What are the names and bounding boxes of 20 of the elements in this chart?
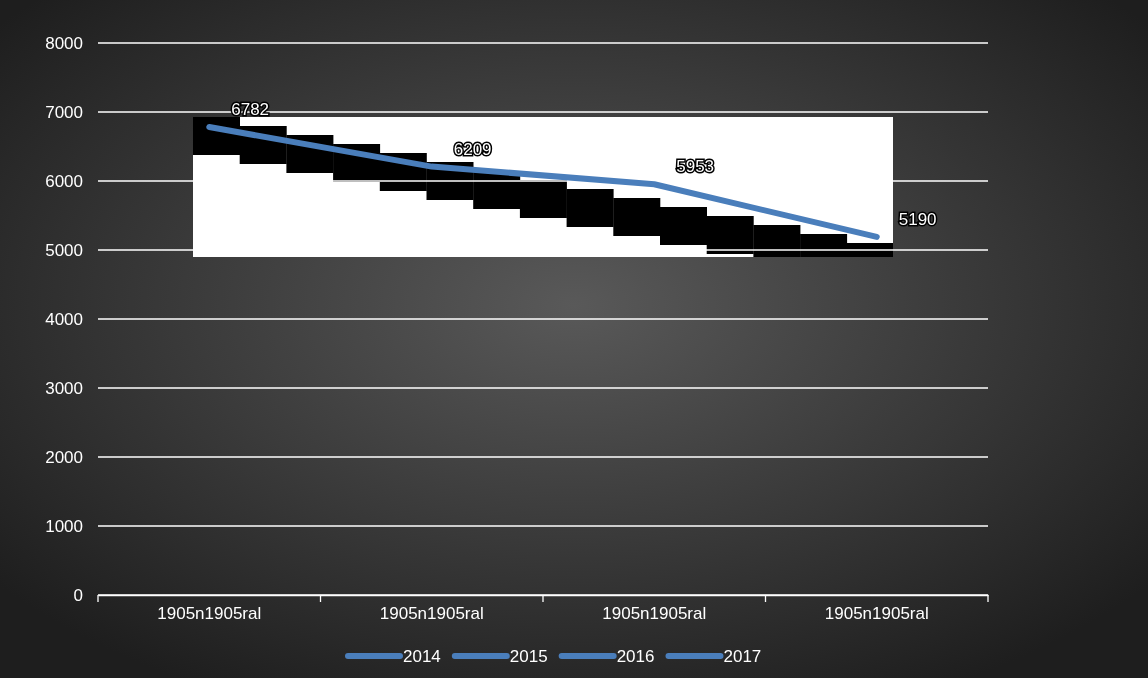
y-tick-label: 1000 <box>45 516 83 536</box>
data-label: 6209 <box>453 139 492 159</box>
text: 2017 <box>723 647 762 666</box>
y-tick-label: 8000 <box>45 33 83 53</box>
data-label: 5190 <box>898 209 937 229</box>
text: 2015 <box>509 647 548 666</box>
x-tick-label: 1905n1905ral <box>824 604 929 624</box>
y-tick-label: 6000 <box>45 171 83 191</box>
text: 2016 <box>616 647 655 666</box>
y-tick-label: 2000 <box>45 447 83 467</box>
y-tick-label: 7000 <box>45 102 83 122</box>
text: 2014 <box>403 647 441 666</box>
y-tick-label: 4000 <box>45 309 83 329</box>
y-tick-label: 3000 <box>45 378 83 398</box>
x-tick-label: 1905n1905ral <box>157 604 262 624</box>
y-tick-label: 0 <box>73 585 83 605</box>
y-tick-label: 5000 <box>45 240 83 260</box>
x-tick-label: 1905n1905ral <box>602 604 707 624</box>
data-label: 5953 <box>676 157 715 177</box>
x-tick-label: 1905n1905ral <box>379 604 484 624</box>
